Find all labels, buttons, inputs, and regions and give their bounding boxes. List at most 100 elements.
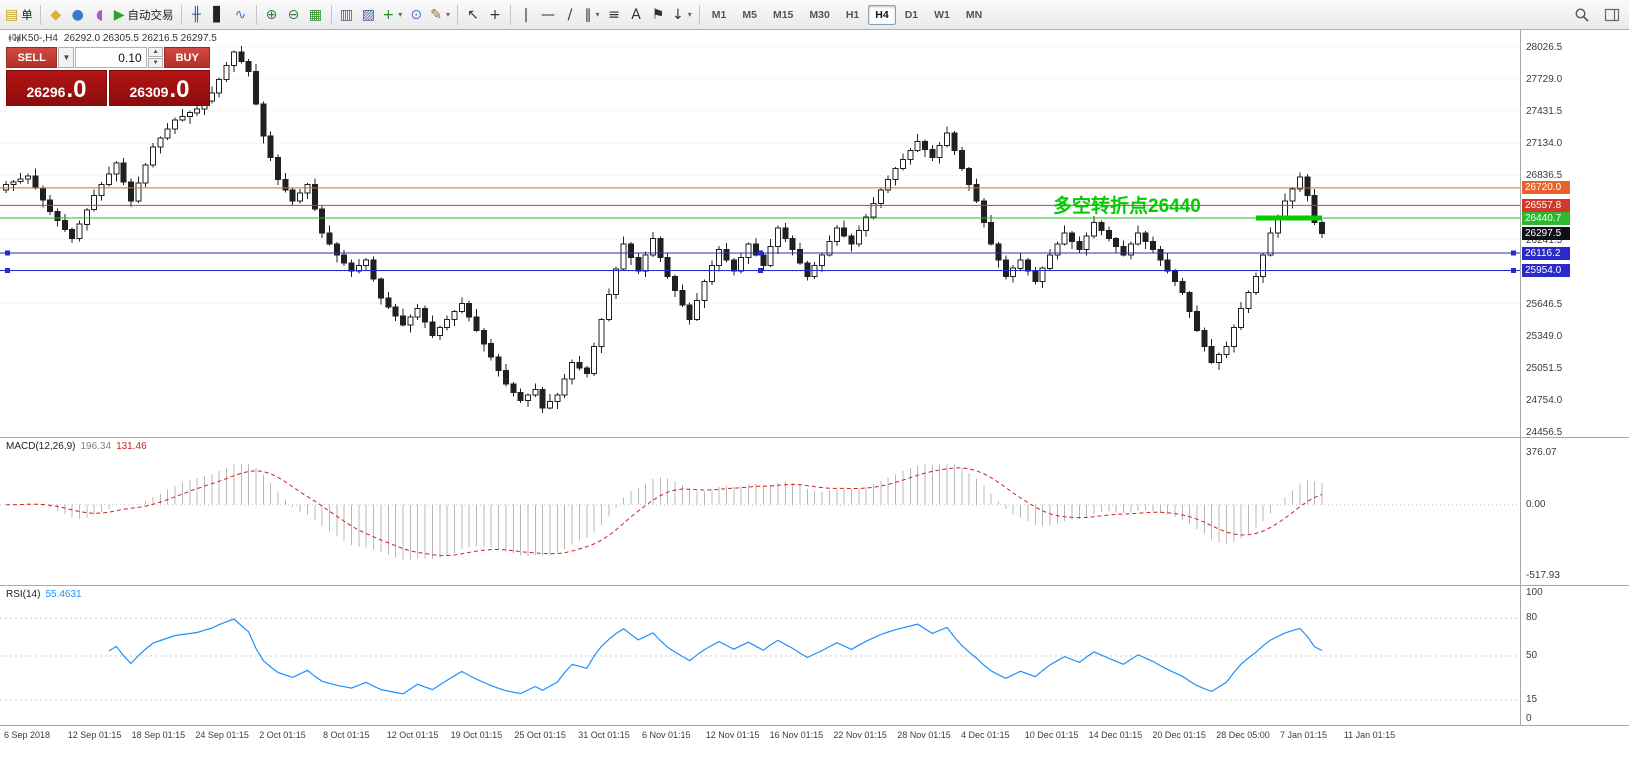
zoom-out-icon[interactable]: ⊖ [283,3,305,27]
zoom-in-icon[interactable]: ⊕ [261,3,283,27]
trendline-icon: / [567,6,573,23]
timeframe-m30[interactable]: M30 [809,8,830,21]
timeframe-d1[interactable]: D1 [904,8,919,21]
charts-icon[interactable]: ◆ [45,3,67,27]
panel-separator[interactable] [1521,585,1629,586]
label-icon[interactable]: ⚑ [647,3,669,27]
periods-button[interactable]: ⊙ [405,3,427,27]
price-axis[interactable]: 28026.5 27729.0 27431.5 27134.0 26836.5 26241… [1520,30,1629,725]
sell-button[interactable]: SELL [6,47,58,68]
add-indicator-button[interactable]: + ▾ [380,3,406,27]
volume-up-button[interactable]: ▲ [147,47,164,57]
vertical-line-icon[interactable]: | [515,3,537,27]
add-indicator-button: + [382,6,395,23]
sell-price-main: 26296 [26,84,66,100]
volume-field [75,47,147,68]
date-label: 22 Nov 01:15 [833,730,887,740]
search-icon[interactable] [1571,3,1593,27]
new-order-button[interactable]: ▤ 单 [2,3,36,27]
line-handle[interactable] [758,268,763,273]
macd-chart [0,463,1520,560]
date-label: 19 Oct 01:15 [450,730,503,740]
price-axis-label: 26836.5 [1526,170,1563,182]
templates-button[interactable]: ✎ ▾ [427,3,453,27]
macd-axis-label: 0.00 [1526,498,1546,510]
autotrading-button-label: 自动交易 [127,9,174,22]
chart-objects-icon[interactable]: ▨ [358,3,380,27]
candlestick-chart-icon[interactable]: ▋ [208,3,230,27]
timeframe-m1[interactable]: M1 [711,8,727,21]
annotation-text[interactable]: 多空转折点26440 [1053,194,1201,217]
autotrading-button[interactable]: ▶ 自动交易 [111,3,177,27]
tile-windows-icon[interactable]: ▦ [305,3,327,27]
line-handle[interactable] [1511,250,1516,256]
rsi-value: 55.4631 [45,589,82,600]
line-handle[interactable] [1511,268,1516,273]
toolbar-separator [180,4,182,25]
timeframe-m15[interactable]: M15 [772,8,794,21]
fibonacci-icon[interactable]: ≡ [603,3,625,27]
macd-panel[interactable]: MACD(12,26,9) 196.34 131.46 [0,437,1520,585]
date-label: 2 Oct 01:15 [259,730,306,740]
price-axis-label: 27134.0 [1526,138,1563,150]
rsi-line [108,618,1323,695]
quick-panel-icon[interactable] [1601,3,1623,27]
date-label: 12 Nov 01:15 [705,730,760,740]
line-handle[interactable] [5,268,10,273]
line-handle[interactable] [5,250,10,256]
cursor-icon: ↖ [467,6,479,23]
time-axis[interactable]: 6 Sep 2018 12 Sep 01:15 18 Sep 01:15 24 Sep… [0,725,1629,774]
timeframe-h4[interactable]: H4 [868,4,896,25]
date-label: 12 Sep 01:15 [67,730,122,740]
price-chart-panel[interactable]: 多空转折点26440 HK50-,H4 26292.0 26305.5 2621… [0,30,1520,437]
timeframe-m5[interactable]: M5 [742,8,757,21]
buy-price-main: 26309 [129,84,169,100]
buy-price-pips: .0 [169,76,190,103]
buy-price-display[interactable]: 26309 .0 [109,70,210,106]
zoom-in-icon: ⊕ [265,6,278,23]
sell-price-display[interactable]: 26296 .0 [6,70,107,106]
macd-title: MACD(12,26,9) 196.34 131.46 [6,441,147,452]
cursor-icon[interactable]: ↖ [462,3,484,27]
candlestick-chart[interactable]: 多空转折点26440 [0,30,1520,437]
bar-chart-icon[interactable]: ╫ [186,3,208,27]
volume-input[interactable] [76,48,146,67]
macd-name: MACD(12,26,9) [6,441,76,452]
channel-icon[interactable]: ∥ ▾ [581,3,603,27]
chevron-down-icon[interactable]: ▾ [687,10,692,19]
line-handle[interactable] [758,250,763,256]
candlestick-chart-icon: ▋ [213,6,224,23]
rsi-panel[interactable]: RSI(14) 55.4631 [0,585,1520,725]
date-label: 7 Jan 01:15 [1280,730,1328,740]
crosshair-icon[interactable]: + [484,3,506,27]
macd-main-value: 196.34 [80,441,112,452]
arrows-icon[interactable]: ↓ ▾ [669,3,695,27]
horizontal-line-icon[interactable]: — [537,3,559,27]
market-watch-icon[interactable]: ● [67,3,89,27]
text-icon[interactable]: A [625,3,647,27]
line-chart-icon[interactable]: ∿ [230,3,252,27]
indicator-window-icon[interactable]: ▥ [336,3,358,27]
timeframe-h1[interactable]: H1 [845,8,860,21]
horizontal-line-icon: — [541,6,556,23]
panel-separator[interactable] [1521,437,1629,438]
order-type-dropdown[interactable]: ▼ [58,47,75,68]
volume-down-button[interactable]: ▼ [147,58,164,68]
chevron-down-icon[interactable]: ▾ [398,10,403,19]
price-level-chip: 26440.7 [1522,211,1570,225]
date-label: 11 Jan 01:15 [1343,730,1396,740]
date-label: 14 Dec 01:15 [1088,730,1143,740]
chevron-down-icon[interactable]: ▾ [595,10,600,19]
timeframe-mn[interactable]: MN [965,8,983,21]
timeframe-w1[interactable]: W1 [934,8,950,21]
chevron-down-icon[interactable]: ▾ [446,10,451,19]
buy-button[interactable]: BUY [164,47,210,68]
line-chart-icon: ∿ [234,6,247,23]
navigator-icon[interactable]: ◖ [89,3,111,27]
one-click-trading-panel: SELL ▼ ▲ ▼ BUY 26296 .0 26309 .0 [6,47,210,106]
date-label: 6 Nov 01:15 [642,730,691,740]
trendline-icon[interactable]: / [559,3,581,27]
bar-chart-icon: ╫ [192,6,201,23]
price-axis-label: 25646.5 [1526,298,1563,310]
